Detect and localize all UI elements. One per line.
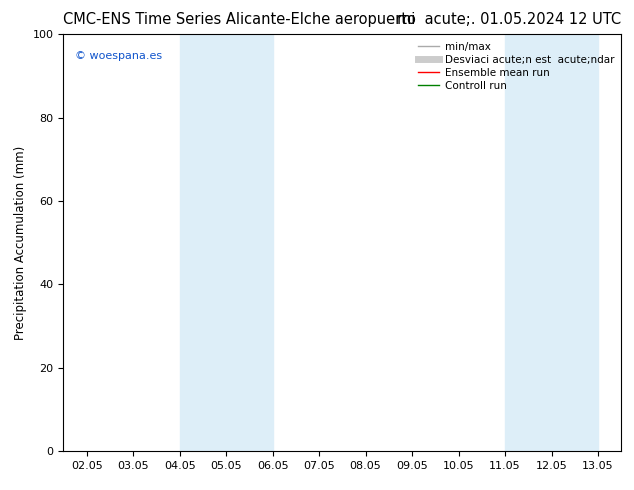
Text: CMC-ENS Time Series Alicante-Elche aeropuerto: CMC-ENS Time Series Alicante-Elche aerop… <box>63 12 417 27</box>
Legend: min/max, Desviaci acute;n est  acute;ndar, Ensemble mean run, Controll run: min/max, Desviaci acute;n est acute;ndar… <box>415 37 618 95</box>
Bar <box>179 34 273 451</box>
Bar <box>505 34 598 451</box>
Y-axis label: Precipitation Accumulation (mm): Precipitation Accumulation (mm) <box>14 146 27 340</box>
Text: mi  acute;. 01.05.2024 12 UTC: mi acute;. 01.05.2024 12 UTC <box>397 12 621 27</box>
Text: © woespana.es: © woespana.es <box>75 51 162 61</box>
